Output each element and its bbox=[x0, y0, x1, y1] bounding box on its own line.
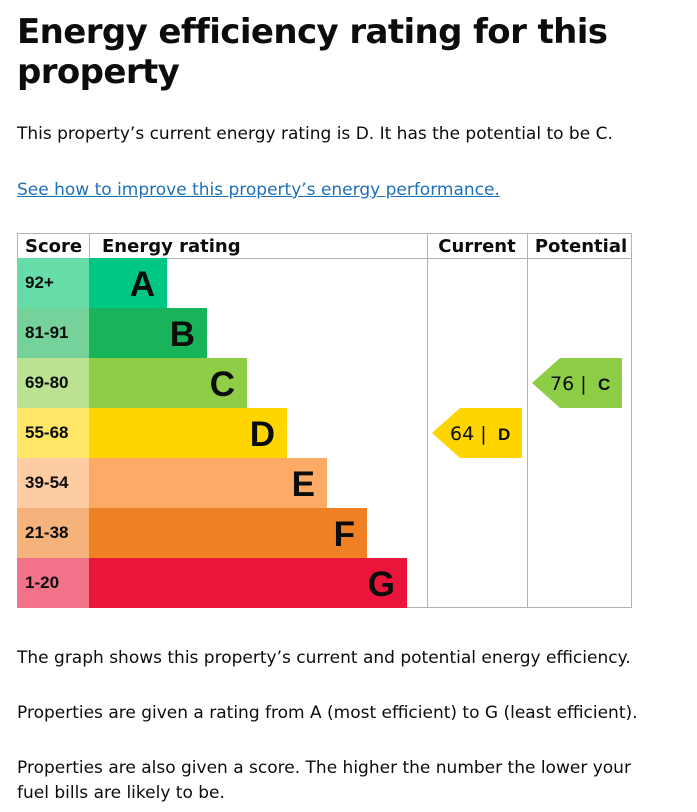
band-letter-a: A bbox=[130, 265, 155, 304]
band-bar-c bbox=[89, 358, 247, 408]
score-cell-a bbox=[17, 258, 89, 308]
band-row-d: 55-68 D bbox=[17, 408, 287, 458]
improve-performance-link[interactable]: See how to improve this property’s energ… bbox=[17, 180, 500, 200]
band-bar-e bbox=[89, 458, 327, 508]
score-label-c: 69-80 bbox=[25, 373, 68, 392]
page-title: Energy efficiency rating for this proper… bbox=[17, 12, 608, 92]
band-letter-e: E bbox=[292, 465, 315, 504]
current-rating-indicator: 64 | D bbox=[432, 408, 522, 458]
band-bar-d bbox=[89, 408, 287, 458]
score-label-g: 1-20 bbox=[25, 573, 59, 592]
band-row-c: 69-80 C bbox=[17, 358, 247, 408]
current-rating-indicator-arrow bbox=[432, 408, 522, 458]
band-letter-b: B bbox=[170, 315, 195, 354]
energy-rating-chart: Score Energy rating Current Potential 92… bbox=[17, 233, 632, 608]
band-bar-g bbox=[89, 558, 407, 608]
score-note: Properties are also given a score. The h… bbox=[17, 758, 631, 803]
rating-scale-note: Properties are given a rating from A (mo… bbox=[17, 703, 638, 723]
chart-description: The graph shows this property’s current … bbox=[17, 648, 631, 668]
band-letter-g: G bbox=[368, 565, 395, 604]
score-label-f: 21-38 bbox=[25, 523, 68, 542]
header-current: Current bbox=[438, 236, 516, 257]
band-letter-d: D bbox=[250, 415, 275, 454]
potential-rating-indicator-letter: C bbox=[598, 375, 610, 394]
score-cell-f bbox=[17, 508, 89, 558]
score-label-d: 55-68 bbox=[25, 423, 68, 442]
current-rating-indicator-score: 64 | bbox=[450, 423, 487, 445]
band-letter-c: C bbox=[210, 365, 235, 404]
band-row-f: 21-38 F bbox=[17, 508, 367, 558]
band-row-a: 92+ A bbox=[17, 258, 167, 308]
header-score: Score bbox=[25, 236, 82, 257]
header-row: Score Energy rating Current Potential bbox=[25, 236, 627, 257]
band-letter-f: F bbox=[334, 515, 355, 554]
potential-rating-indicator: 76 | C bbox=[532, 358, 622, 408]
rating-bands: 92+ A 81-91 B 69-80 C 55-68 D 39-54 E 21-38 F 1-20 G bbox=[17, 258, 407, 608]
rating-indicators: 64 | D 76 | C bbox=[432, 358, 622, 458]
score-cell-b bbox=[17, 308, 89, 358]
score-cell-g bbox=[17, 558, 89, 608]
score-label-e: 39-54 bbox=[25, 473, 69, 492]
potential-rating-indicator-arrow bbox=[532, 358, 622, 408]
potential-rating-indicator-score: 76 | bbox=[550, 373, 587, 395]
band-bar-a bbox=[89, 258, 167, 308]
band-row-g: 1-20 G bbox=[17, 558, 407, 608]
header-energy-rating: Energy rating bbox=[102, 236, 241, 257]
band-row-b: 81-91 B bbox=[17, 308, 207, 358]
rating-summary: This property’s current energy rating is… bbox=[17, 124, 613, 144]
score-label-b: 81-91 bbox=[25, 323, 68, 342]
score-cell-e bbox=[17, 458, 89, 508]
band-bar-b bbox=[89, 308, 207, 358]
current-rating-indicator-letter: D bbox=[498, 425, 510, 444]
band-row-e: 39-54 E bbox=[17, 458, 327, 508]
score-cell-c bbox=[17, 358, 89, 408]
band-bar-f bbox=[89, 508, 367, 558]
score-label-a: 92+ bbox=[25, 273, 54, 292]
header-potential: Potential bbox=[535, 236, 627, 257]
score-cell-d bbox=[17, 408, 89, 458]
